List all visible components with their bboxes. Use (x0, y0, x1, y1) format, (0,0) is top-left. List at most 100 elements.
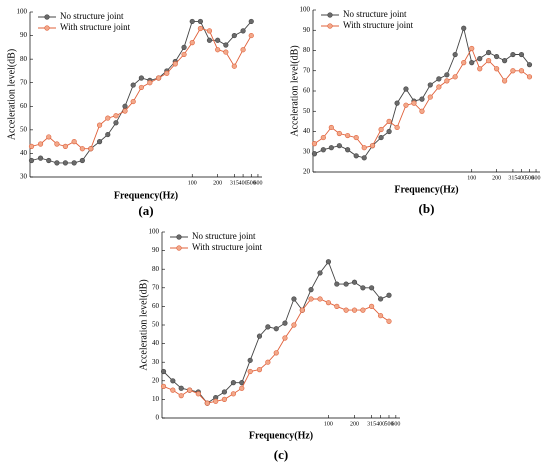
y-tick-label: 60 (152, 302, 160, 310)
y-tick-label: 20 (152, 376, 160, 384)
data-point (444, 78, 450, 84)
y-tick-label: 80 (20, 55, 28, 63)
data-point (411, 100, 417, 106)
data-point (215, 37, 221, 43)
y-tick-label: 50 (152, 321, 160, 329)
x-tick-label: 500 (384, 421, 393, 427)
y-tick-label: 40 (20, 149, 28, 157)
data-point (231, 32, 237, 39)
data-point (386, 318, 392, 324)
data-point (160, 368, 167, 375)
data-point (444, 72, 450, 78)
data-point (79, 157, 85, 164)
data-point (494, 53, 500, 60)
data-point (256, 333, 263, 339)
data-point (308, 287, 314, 293)
data-point (386, 118, 392, 124)
data-point (46, 157, 52, 164)
x-tick-label: 100 (467, 175, 476, 181)
data-point (461, 25, 467, 31)
data-point (96, 139, 103, 145)
y-tick-label: 100 (17, 8, 28, 16)
data-point (54, 141, 60, 147)
data-point (336, 143, 342, 149)
data-point (360, 307, 366, 313)
data-point (195, 391, 201, 397)
data-point (197, 25, 204, 32)
x-axis-label: Frequency(Hz) (114, 190, 178, 201)
data-point (273, 326, 279, 332)
legend-marker (176, 234, 182, 240)
y-axis-label: Acceleration level(dB) (6, 49, 17, 140)
x-tick-label: 400 (376, 421, 385, 427)
y-axis-label: Acceleration level(dB) (289, 45, 300, 136)
data-point (477, 55, 483, 62)
data-point (291, 296, 297, 302)
data-point (351, 307, 358, 313)
data-point (113, 120, 119, 126)
legend-label: With structure joint (343, 20, 414, 30)
legend-marker (44, 14, 50, 20)
data-point (461, 60, 467, 66)
data-point (317, 296, 323, 302)
series-line (314, 26, 530, 159)
data-point (189, 18, 195, 25)
data-point (369, 303, 375, 310)
data-point (353, 134, 359, 141)
data-point (240, 47, 246, 53)
data-point (403, 102, 409, 108)
data-point (325, 259, 332, 265)
data-point (282, 335, 288, 341)
data-point (311, 151, 318, 157)
y-tick-label: 90 (303, 26, 311, 34)
data-point (28, 143, 35, 149)
data-point (394, 124, 400, 131)
data-point (187, 387, 193, 393)
data-point (248, 18, 254, 25)
x-tick-label: 200 (492, 175, 501, 181)
data-point (160, 383, 167, 389)
x-tick-label: 500 (525, 175, 534, 181)
data-point (486, 49, 492, 56)
y-tick-label: 50 (20, 125, 28, 133)
panel-label: (a) (138, 203, 153, 218)
data-point (213, 398, 219, 404)
data-point (28, 157, 35, 164)
y-tick-label: 60 (303, 87, 311, 95)
legend-label: With structure joint (192, 242, 263, 252)
data-point (172, 61, 178, 67)
data-point (308, 296, 314, 302)
data-point (518, 68, 525, 74)
x-tick-label: 600 (253, 180, 262, 186)
x-tick-label: 200 (213, 180, 222, 186)
data-point (502, 58, 508, 64)
data-point (291, 322, 297, 328)
data-point (526, 74, 533, 80)
y-tick-label: 70 (303, 66, 311, 74)
data-point (452, 51, 458, 58)
data-point (369, 285, 375, 291)
panel-label: (c) (274, 447, 288, 462)
data-point (419, 96, 425, 102)
legend-marker (44, 25, 50, 31)
y-tick-label: 90 (152, 246, 160, 254)
data-point (156, 75, 162, 81)
data-point (247, 357, 253, 363)
data-point (181, 51, 187, 58)
data-point (223, 49, 229, 55)
x-axis-label: Frequency(Hz) (394, 184, 458, 195)
x-tick-label: 315 (367, 421, 376, 427)
x-tick-label: 100 (188, 180, 197, 186)
data-point (37, 141, 44, 147)
data-point (361, 155, 367, 161)
data-point (240, 28, 246, 34)
data-point (360, 285, 366, 291)
x-tick-label: 400 (239, 180, 248, 186)
data-point (223, 42, 229, 48)
data-point (377, 313, 384, 319)
y-tick-label: 70 (152, 283, 160, 291)
data-point (122, 103, 128, 109)
data-point (526, 62, 533, 68)
data-point (273, 350, 279, 356)
